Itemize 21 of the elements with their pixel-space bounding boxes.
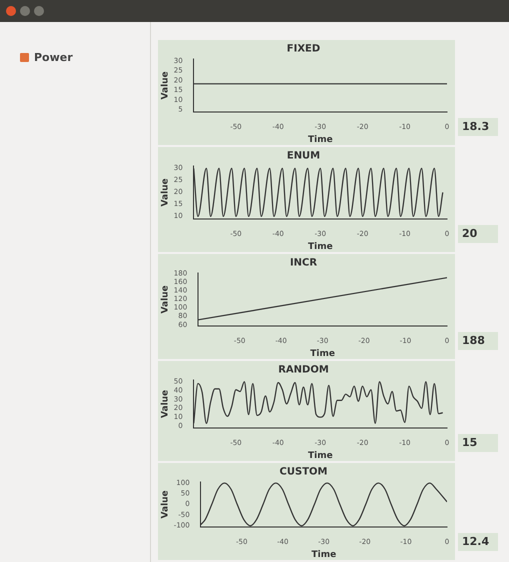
x-axis-title: Time xyxy=(308,450,333,461)
x-axis-title: Time xyxy=(308,242,333,252)
x-axis-title: Time xyxy=(308,134,333,145)
x-axis-title: Time xyxy=(310,348,335,359)
chart-title: FIXED xyxy=(286,44,320,55)
chart-title: ENUM xyxy=(286,150,320,162)
text: 188 xyxy=(458,332,498,350)
y-axis-title: Value xyxy=(160,71,171,100)
chart-title: CUSTOM xyxy=(280,466,328,478)
text: 12.4 xyxy=(458,533,498,551)
y-axis-title: Value xyxy=(160,285,171,314)
text: 20 xyxy=(458,225,498,243)
text: 15 xyxy=(458,434,498,452)
x-axis-title: Time xyxy=(311,550,336,560)
chart-title: RANDOM xyxy=(278,364,329,376)
y-axis-title: Value xyxy=(160,390,171,418)
text: 18.3 xyxy=(458,118,498,136)
text: Power xyxy=(34,50,73,64)
chart-title: INCR xyxy=(290,258,318,269)
y-axis-title: Value xyxy=(160,490,171,518)
y-axis-title: Value xyxy=(160,178,171,206)
